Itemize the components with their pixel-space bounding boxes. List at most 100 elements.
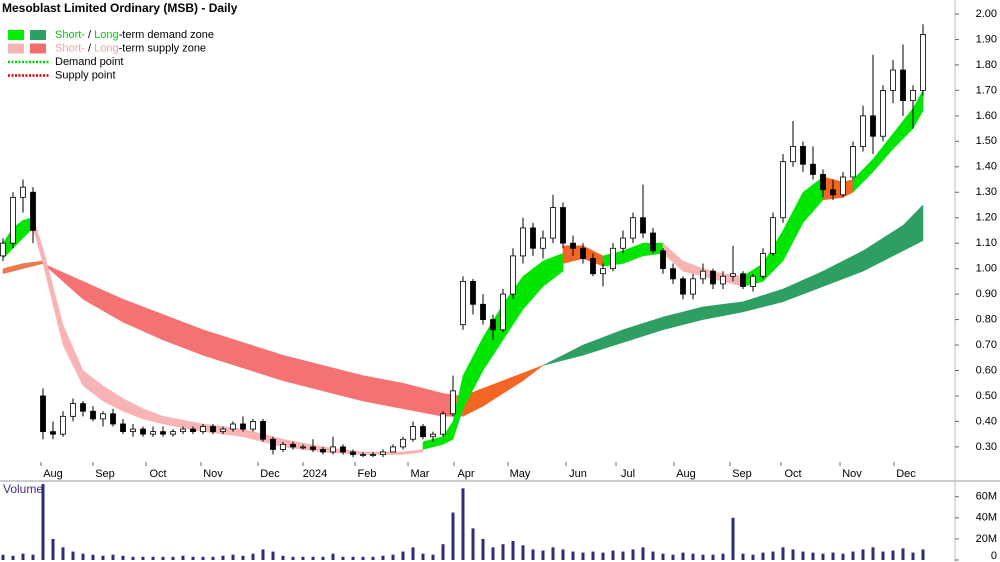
legend-swatch (30, 30, 46, 40)
volume-bar (461, 488, 465, 560)
volume-bar (911, 552, 915, 560)
volume-bar (711, 554, 715, 560)
candle-body (400, 438, 406, 448)
y-tick-label: 0.40 (976, 415, 997, 427)
x-tick-label: Jul (621, 468, 635, 480)
volume-bar (331, 553, 335, 560)
volume-bar (351, 556, 355, 560)
volume-bar (611, 550, 615, 560)
candle-body (70, 403, 76, 417)
volume-bar (341, 556, 345, 560)
y-tick-label: 0.50 (976, 390, 997, 402)
candle-body (460, 280, 466, 326)
candle-body (170, 431, 176, 435)
volume-bar (391, 554, 395, 560)
candle-body (710, 270, 716, 285)
candle-body (280, 443, 286, 450)
volume-bar (11, 555, 15, 560)
y-tick-label: 1.60 (976, 110, 997, 122)
zones (2, 89, 924, 455)
legend-swatch (30, 43, 46, 54)
zone (462, 365, 544, 417)
candle-body (840, 176, 846, 196)
candle-body (320, 449, 326, 453)
volume-bar (311, 556, 315, 560)
candle-body (690, 278, 696, 295)
candle-body (10, 196, 16, 244)
candle-body (700, 270, 706, 280)
volume-bar (61, 547, 65, 560)
y-tick-label: 0.30 (976, 441, 997, 453)
volume-bar (551, 547, 555, 560)
x-tick-label: Sep (732, 468, 752, 480)
volume-bar (211, 556, 215, 560)
legend-label: Short- / Long-term demand zone (55, 29, 214, 41)
candle-body (740, 273, 746, 287)
candle-body (620, 237, 626, 249)
volume-bar (81, 553, 85, 560)
volume-bar (581, 552, 585, 560)
candle-body (250, 421, 256, 430)
x-tick-label: Sep (95, 468, 115, 480)
volume-bar (721, 553, 725, 560)
volume-bar (681, 552, 685, 560)
y-tick-label: 1.90 (976, 33, 997, 45)
volume-bar (21, 553, 25, 560)
candle-body (870, 115, 876, 137)
candle-body (340, 446, 346, 453)
volume-bar (531, 549, 535, 560)
candle-body (40, 395, 46, 433)
volume-bar (871, 547, 875, 560)
candle-body (110, 413, 116, 425)
candle-body (300, 446, 306, 449)
candle-body (630, 217, 636, 239)
volume-bar (541, 550, 545, 560)
candle-body (310, 446, 316, 450)
candle-body (550, 207, 556, 239)
candle-body (150, 431, 156, 435)
volume-bar (281, 555, 285, 560)
volume-bar (291, 556, 295, 560)
volume-bar (71, 551, 75, 560)
volume-bar (181, 555, 185, 560)
candle-body (540, 237, 546, 249)
legend-label: Supply point (55, 69, 116, 81)
volume-bar (661, 553, 665, 560)
volume-bar (301, 556, 305, 560)
y-tick-label: 2.00 (976, 8, 997, 20)
candle-body (770, 217, 776, 254)
y-tick-label: 1.00 (976, 263, 997, 275)
candle-body (480, 303, 486, 320)
candle-body (790, 146, 796, 163)
candle-body (640, 217, 646, 234)
volume-bar (691, 553, 695, 560)
candle-body (100, 413, 106, 420)
candle-body (120, 423, 126, 433)
volume-label: Volume (3, 482, 43, 496)
candle-body (900, 69, 906, 101)
candle-body (230, 423, 236, 430)
volume-bar (1, 554, 5, 560)
x-tick-label: Mar (411, 468, 430, 480)
legend-text: / (85, 29, 94, 41)
legend-label: Short- / Long-term supply zone (55, 42, 206, 54)
legend-text: / (85, 42, 94, 54)
zone (542, 204, 924, 366)
volume-tick-label: 40M (976, 512, 997, 524)
y-tick-label: 0.60 (976, 364, 997, 376)
candle-body (380, 451, 386, 455)
candle-body (670, 268, 676, 280)
candle-body (610, 247, 616, 270)
candle-body (920, 33, 926, 91)
y-tick-label: 0.70 (976, 339, 997, 351)
volume-bar (381, 555, 385, 560)
candle-body (850, 146, 856, 178)
legend-swatch (8, 43, 24, 54)
x-tick-label: Oct (784, 468, 801, 480)
candle-body (80, 403, 86, 412)
candle-body (410, 426, 416, 440)
y-tick-label: 1.20 (976, 212, 997, 224)
volume-bar (731, 517, 735, 560)
candle-body (560, 207, 566, 244)
legend-text: Demand point (55, 56, 124, 68)
